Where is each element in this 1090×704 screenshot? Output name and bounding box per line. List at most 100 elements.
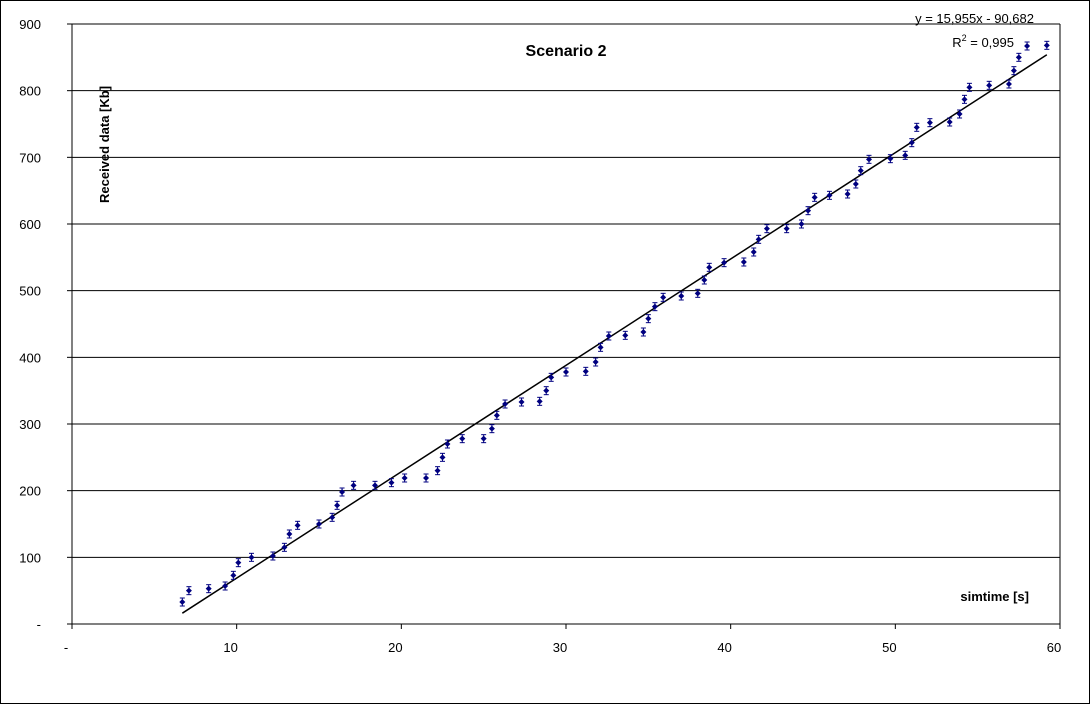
trendline-layer [181,54,1048,614]
diamond-marker [1010,67,1017,74]
data-point [1043,40,1050,50]
diamond-marker [763,225,770,232]
diamond-marker [852,181,859,187]
diamond-marker [908,139,915,146]
data-point [230,570,237,580]
data-point [439,452,446,462]
data-point [805,206,812,216]
data-point [783,224,790,234]
diamond-marker [706,264,713,271]
r2-superscript: 2 [962,33,967,43]
data-point [913,122,920,132]
data-point [908,138,915,148]
data-point [185,586,192,596]
diamond-marker [339,489,346,495]
data-point [640,327,647,337]
data-point [1010,66,1017,76]
diamond-marker [371,482,378,489]
data-point [592,357,599,367]
data-point [961,94,968,104]
data-point [706,262,713,272]
y-tick-label: 200 [19,484,41,499]
diamond-marker [961,96,968,103]
diamond-marker [640,329,647,335]
diamond-marker [294,522,301,529]
data-point [966,82,973,92]
x-tick-label: 50 [882,640,896,655]
data-point [179,597,186,607]
data-point [798,219,805,229]
data-point [763,224,770,234]
data-point [678,291,685,301]
data-point [235,558,242,568]
trendline-r-squared: R2 = 0,995 [952,33,1014,50]
gridlines [72,23,1061,624]
chart-title: Scenario 2 [526,43,607,60]
x-tick-label: 10 [223,640,237,655]
x-tick-label: 30 [553,640,567,655]
diamond-marker [946,119,953,125]
diamond-marker [502,401,509,407]
diamond-marker [434,467,441,474]
data-point [502,399,509,409]
diamond-marker [694,290,701,297]
diamond-marker [269,553,276,559]
diamond-marker [622,332,629,339]
diamond-marker [459,435,466,442]
diamond-marker [179,599,186,605]
data-point [1024,41,1031,51]
data-point [887,154,894,164]
diamond-marker [423,475,430,481]
diamond-marker [1043,42,1050,49]
data-point [350,480,357,490]
diamond-marker [701,277,708,283]
diamond-marker [563,369,569,375]
diamond-marker [966,84,973,91]
x-axis: - 10 20 30 40 50 60 [64,623,1061,655]
x-tick-label: - [64,640,68,655]
diamond-marker [316,521,322,527]
y-tick-label: 400 [19,350,41,365]
diamond-marker [536,398,543,405]
diamond-marker [582,368,589,375]
data-point [926,118,933,128]
diamond-marker [857,167,864,174]
x-axis-label: simtime [s] [960,589,1029,604]
diamond-marker [230,572,237,579]
y-axis: - 100 200 300 400 500 600 700 800 900 [19,17,73,632]
data-point [740,257,747,267]
data-point [811,192,818,202]
data-point [826,190,833,200]
diamond-marker [926,119,933,126]
diamond-marker [956,111,963,117]
diamond-marker [543,387,550,394]
diamond-marker [750,249,757,255]
diamond-marker [721,259,728,266]
diamond-marker [439,454,446,461]
data-point [651,302,658,312]
data-point [543,386,550,396]
data-point [536,396,543,406]
data-point [750,247,757,257]
diamond-marker [755,236,762,243]
data-point [281,542,288,552]
data-point [339,487,346,497]
diamond-marker [902,152,909,159]
data-point [329,512,336,522]
y-tick-label: 100 [19,550,41,565]
data-point [1005,79,1012,89]
data-point [844,189,851,199]
diamond-marker [488,425,495,432]
diamond-marker [235,559,242,566]
y-tick-label: 500 [19,284,41,299]
diamond-marker [401,475,408,481]
y-tick-label: 700 [19,150,41,165]
data-point [480,434,487,444]
data-point [222,581,229,591]
r2-value: = 0,995 [967,35,1014,50]
data-points [179,40,1050,607]
data-point [371,480,378,490]
diamond-marker [645,315,652,322]
diamond-marker [444,441,451,447]
